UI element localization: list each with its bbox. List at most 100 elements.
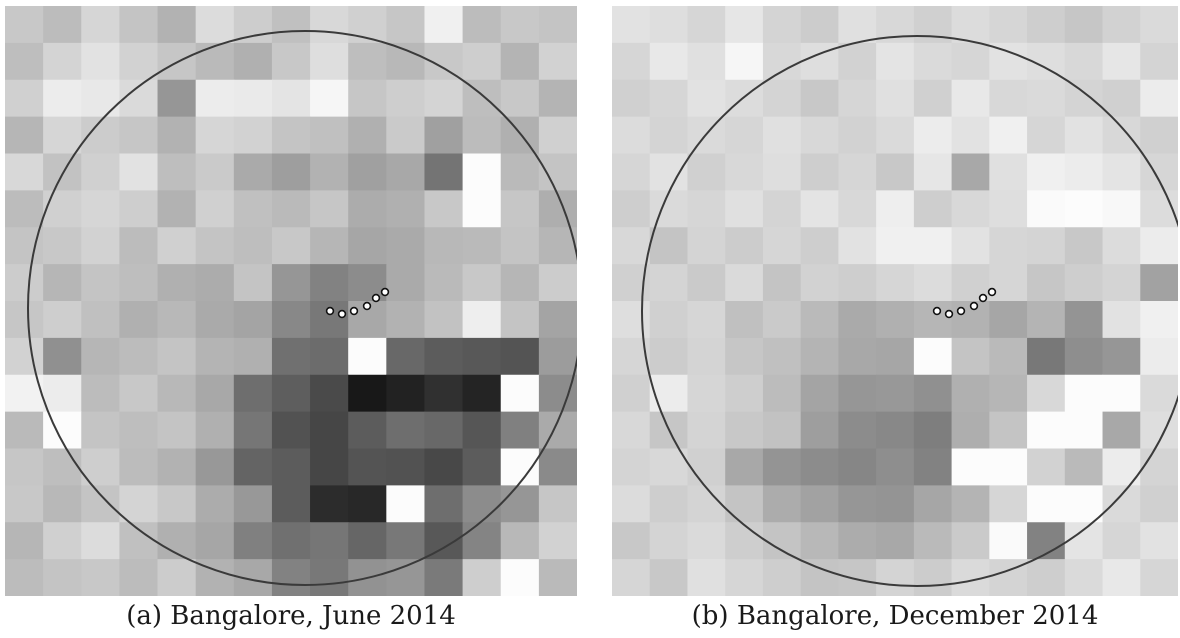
pixel-cell [725,559,764,596]
pixel-cell [1064,227,1104,265]
pixel-cell [1064,6,1104,44]
pixel-cell [538,301,577,339]
pixel-cell [119,522,159,560]
pixel-cell [1140,559,1178,596]
pixel-cell [1064,411,1104,450]
pixel-cell [195,6,235,44]
pixel-cell [913,411,953,450]
pixel-cell [876,190,915,228]
region-circle [27,30,577,586]
pixel-cell [233,6,273,44]
pixel-cell [233,264,273,302]
pixel-cell [989,6,1028,44]
pixel-cell [1140,374,1178,413]
pixel-cell [43,559,82,596]
pixel-cell [612,190,651,228]
pixel-cell [649,559,689,596]
pixel-cell [462,411,502,450]
pixel-cell [310,411,349,450]
pixel-cell [119,116,159,155]
pixel-cell [1064,79,1104,118]
pixel-cell [424,227,464,265]
pixel-cell [81,42,120,81]
pixel-cell [157,559,197,596]
pixel-cell [876,411,915,450]
pixel-cell [612,153,651,191]
pixel-cell [1064,116,1104,155]
pixel-cell [233,448,273,486]
pixel-cell [1064,337,1104,376]
pixel-cell [5,42,44,81]
pixel-cell [157,264,197,302]
pixel-cell [762,42,802,81]
region-circle [641,35,1178,587]
pixel-cell [310,485,349,523]
pixel-cell [838,227,877,265]
pixel-cell [271,374,311,413]
pixel-cell [424,116,464,155]
pixel-cell [195,42,235,81]
pixel-cell [612,411,651,450]
pixel-cell [876,42,915,81]
pixel-cell [800,522,839,560]
pixel-cell [612,448,651,486]
pixel-cell [838,190,877,228]
pixel-cell [43,337,82,376]
pixel-cell [1102,153,1141,191]
pixel-cell [725,79,764,118]
pixel-cell [500,559,540,596]
pixel-cell [500,6,540,44]
pixel-cell [800,153,839,191]
pixel-cell [538,6,577,44]
pixel-cell [462,485,502,523]
pixel-cell [81,374,120,413]
pixel-cell [386,522,426,560]
pixel-cell [386,190,426,228]
pixel-cell [649,6,689,44]
pixel-cell [687,374,726,413]
pixel-cell [1102,522,1141,560]
pixel-cell [725,116,764,155]
pixel-cell [762,116,802,155]
pixel-cell [195,485,235,523]
pixel-cell [462,448,502,486]
pixel-cell [233,42,273,81]
pixel-cell [1027,448,1066,486]
pixel-cell [271,559,311,596]
pixel-cell [838,79,877,118]
pixel-cell [500,337,540,376]
pixel-cell [800,485,839,523]
pixel-cell [913,559,953,596]
pixel-cell [157,448,197,486]
pixel-cell [538,448,577,486]
marker-dot [956,306,966,316]
pixel-cell [500,264,540,302]
pixel-cell [989,485,1028,523]
pixel-cell [386,116,426,155]
marker-dot [371,293,381,303]
pixel-cell [913,42,953,81]
pixel-cell [951,337,990,376]
pixel-cell [838,374,877,413]
pixel-cell [649,116,689,155]
pixel-cell [386,337,426,376]
pixel-cell [800,448,839,486]
panel-b-pixel-map [612,6,1178,596]
pixel-cell [43,190,82,228]
pixel-cell [500,374,540,413]
pixel-cell [687,522,726,560]
pixel-cell [725,6,764,44]
pixel-cell [612,79,651,118]
pixel-cell [271,264,311,302]
pixel-cell [462,42,502,81]
pixel-cell [500,301,540,339]
pixel-cell [876,522,915,560]
pixel-cell [195,374,235,413]
pixel-cell [1027,337,1066,376]
pixel-cell [271,485,311,523]
pixel-cell [310,6,349,44]
pixel-cell [913,522,953,560]
pixel-cell [5,190,44,228]
pixel-cell [424,264,464,302]
pixel-cell [348,264,387,302]
